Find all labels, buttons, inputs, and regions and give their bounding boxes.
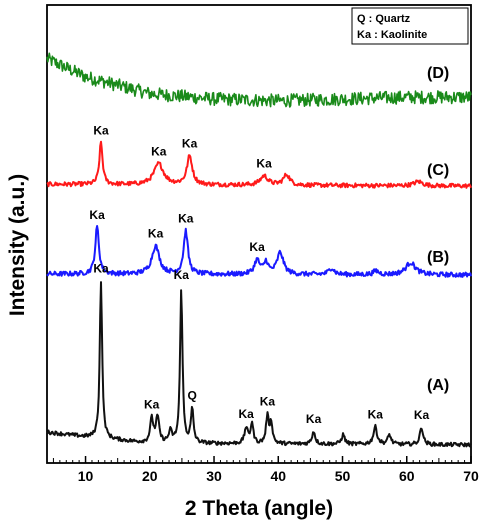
peak-label: Ka [151, 144, 167, 158]
peak-label: Ka [249, 240, 265, 254]
peak-label: Ka [148, 227, 164, 241]
series-curves [46, 52, 472, 448]
peak-label: Ka [178, 211, 194, 225]
peak-label: Ka [174, 268, 190, 282]
series-labels: (D) (C) (B) (A) [427, 65, 449, 394]
peak-label: Ka [89, 208, 105, 222]
peak-label: Ka [93, 261, 109, 275]
x-axis-ticks: 10 20 30 40 50 60 70 [52, 456, 479, 484]
y-axis-title: Intensity (a.u.) [6, 174, 29, 316]
legend-box [351, 7, 469, 45]
peak-label: Ka [260, 395, 276, 409]
peak-label: Ka [144, 397, 160, 411]
x-tick-label: 30 [206, 468, 222, 484]
x-tick-label: 50 [335, 468, 351, 484]
peak-label: Ka [414, 408, 430, 422]
series-label-b: (B) [427, 249, 449, 266]
peak-label: Ka [182, 137, 198, 151]
legend-entry-quartz: Q : Quartz [357, 13, 411, 25]
series-label-d: (D) [427, 65, 449, 82]
legend: Q : Quartz Ka : Kaolinite [351, 7, 469, 45]
x-tick-label: 60 [399, 468, 415, 484]
peak-label: Ka [368, 408, 384, 422]
series-line-c [46, 140, 472, 189]
series-line-b [46, 225, 472, 278]
peak-label: Ka [93, 123, 109, 137]
peak-label: Q [188, 388, 197, 402]
x-tick-label: 40 [270, 468, 286, 484]
series-label-c: (C) [427, 162, 449, 179]
legend-entry-kaolinite: Ka : Kaolinite [357, 29, 427, 41]
series-label-a: (A) [427, 377, 449, 394]
x-tick-label: 20 [142, 468, 158, 484]
x-axis-title: 2 Theta (angle) [185, 497, 333, 520]
series-line-a [46, 281, 472, 448]
peak-labels: Ka Ka Ka Ka Ka Ka Ka Ka Ka Ka Ka Q Ka Ka Ka Ka Ka [89, 123, 429, 426]
peak-label: Ka [239, 407, 255, 421]
peak-label: Ka [306, 412, 322, 426]
peak-label: Ka [256, 157, 272, 171]
x-tick-label: 70 [463, 468, 479, 484]
x-tick-label: 10 [78, 468, 94, 484]
series-line-d [46, 52, 472, 108]
